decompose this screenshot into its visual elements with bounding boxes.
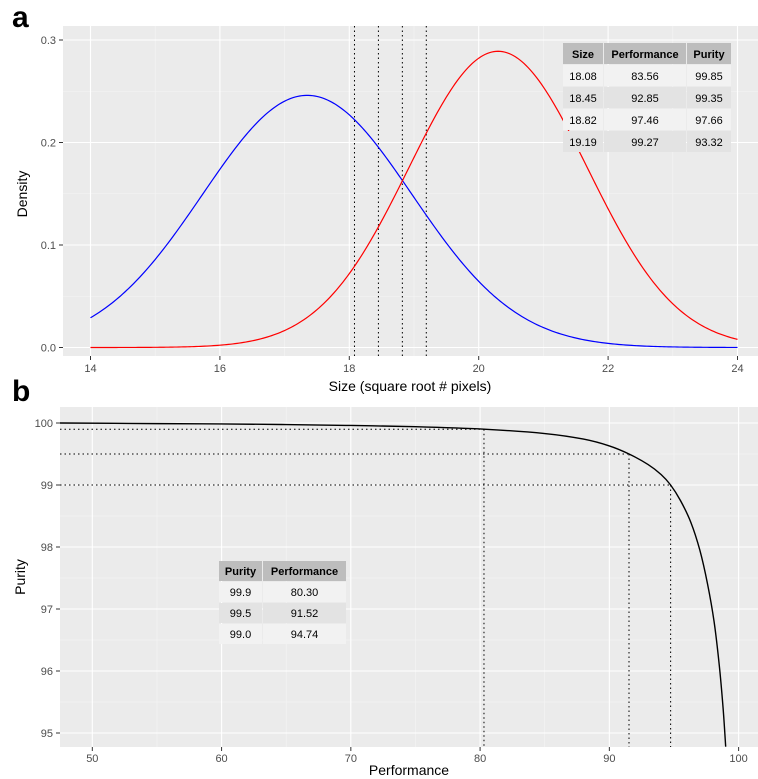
table-header-cell: Size [572, 49, 594, 61]
panel-b-y-axis-title: Purity [12, 559, 28, 595]
table-cell-bg [687, 131, 731, 152]
table-header-cell-bg [219, 561, 262, 581]
panel-b-x-axis-title: Performance [369, 762, 449, 778]
y-tick-label: 99 [41, 480, 53, 492]
x-tick-label: 22 [602, 363, 614, 375]
table-cell: 99.0 [230, 629, 251, 641]
table-cell-bg [687, 87, 731, 108]
y-tick-label: 0.3 [41, 35, 56, 47]
red-density-curve [90, 50, 738, 349]
table-cell: 80.30 [291, 587, 319, 599]
table-cell: 83.56 [631, 71, 659, 83]
table-cell: 99.9 [230, 587, 251, 599]
y-tick-label: 98 [41, 542, 53, 554]
panel-a-y-axis-title: Density [14, 171, 30, 218]
panel-a-density-curves [90, 50, 738, 349]
panel-a-ticks: 14 16 18 20 22 24 0.0 0.1 0.2 0.3 [41, 35, 744, 375]
table-cell-bg [263, 624, 346, 644]
panel-a-gridlines [63, 26, 758, 356]
table-cell-bg [563, 131, 603, 152]
table-header-cell: Purity [225, 566, 257, 578]
panel-b-guide-lines [60, 428, 672, 747]
purity-performance-curve [59, 422, 727, 747]
table-cell-bg [563, 65, 603, 86]
x-tick-label: 20 [473, 363, 485, 375]
table-cell-bg [604, 65, 686, 86]
x-tick-label: 70 [345, 753, 357, 765]
table-cell: 99.35 [695, 93, 723, 105]
x-tick-label: 50 [86, 753, 98, 765]
panel-a-threshold-lines [353, 26, 427, 356]
y-tick-label: 97 [41, 604, 53, 616]
panel-a-density-plot: 14 16 18 20 22 24 0.0 0.1 0.2 0.3 Size Performance… [14, 26, 758, 394]
x-tick-label: 16 [214, 363, 226, 375]
table-cell: 99.5 [230, 608, 251, 620]
table-cell-bg [563, 87, 603, 108]
y-tick-label: 0.2 [41, 138, 56, 150]
panel-b-table: Purity Performance 99.9 80.30 99.5 91.52 99.0 9… [219, 561, 346, 644]
table-cell-bg [604, 87, 686, 108]
table-header-cell-bg [263, 561, 346, 581]
x-tick-label: 14 [84, 363, 96, 375]
panel-a-table: Size Performance Purity 18.08 83.56 99.85 18.4… [563, 43, 731, 152]
x-tick-label: 60 [215, 753, 227, 765]
table-header-cell: Purity [693, 49, 725, 61]
x-tick-label: 100 [729, 753, 747, 765]
panel-a-x-axis-title: Size (square root # pixels) [329, 378, 492, 394]
table-cell-bg [219, 582, 262, 602]
table-cell: 97.46 [631, 115, 659, 127]
table-cell-bg [687, 65, 731, 86]
x-tick-label: 80 [474, 753, 486, 765]
y-tick-label: 0.0 [41, 343, 56, 355]
table-header-cell-bg [563, 43, 603, 64]
blue-density-curve [90, 94, 738, 349]
x-tick-label: 24 [731, 363, 743, 375]
table-header-cell-bg [687, 43, 731, 64]
table-cell: 93.32 [695, 137, 723, 149]
table-cell: 91.52 [291, 608, 319, 620]
y-tick-label: 96 [41, 666, 53, 678]
table-cell: 92.85 [631, 93, 659, 105]
y-tick-label: 95 [41, 728, 53, 740]
table-cell: 18.45 [569, 93, 597, 105]
panel-a-letter: a [12, 1, 29, 34]
table-cell-bg [604, 109, 686, 130]
x-tick-label: 90 [603, 753, 615, 765]
table-cell: 18.82 [569, 115, 597, 127]
table-header-cell-bg [604, 43, 686, 64]
table-cell-bg [263, 603, 346, 623]
table-cell: 19.19 [569, 137, 597, 149]
table-cell: 18.08 [569, 71, 597, 83]
table-cell-bg [563, 109, 603, 130]
table-cell-bg [219, 603, 262, 623]
panel-b-purity-performance-plot: 50 60 70 80 90 100 95 96 97 98 99 100 Purity Perform… [12, 407, 758, 778]
table-cell-bg [263, 582, 346, 602]
table-cell: 97.66 [695, 115, 723, 127]
table-header-cell: Performance [611, 49, 678, 61]
y-tick-label: 0.1 [41, 240, 56, 252]
table-cell: 99.85 [695, 71, 723, 83]
y-tick-label: 100 [35, 418, 53, 430]
table-cell-bg [219, 624, 262, 644]
table-cell-bg [604, 131, 686, 152]
panel-b-ticks: 50 60 70 80 90 100 95 96 97 98 99 100 [35, 418, 748, 765]
table-header-cell: Performance [271, 566, 338, 578]
x-tick-label: 18 [343, 363, 355, 375]
table-cell: 99.27 [631, 137, 659, 149]
panel-b-letter: b [12, 375, 30, 408]
panel-b-background [60, 407, 758, 747]
panel-b-curve [59, 422, 727, 747]
table-cell: 94.74 [291, 629, 319, 641]
table-cell-bg [687, 109, 731, 130]
